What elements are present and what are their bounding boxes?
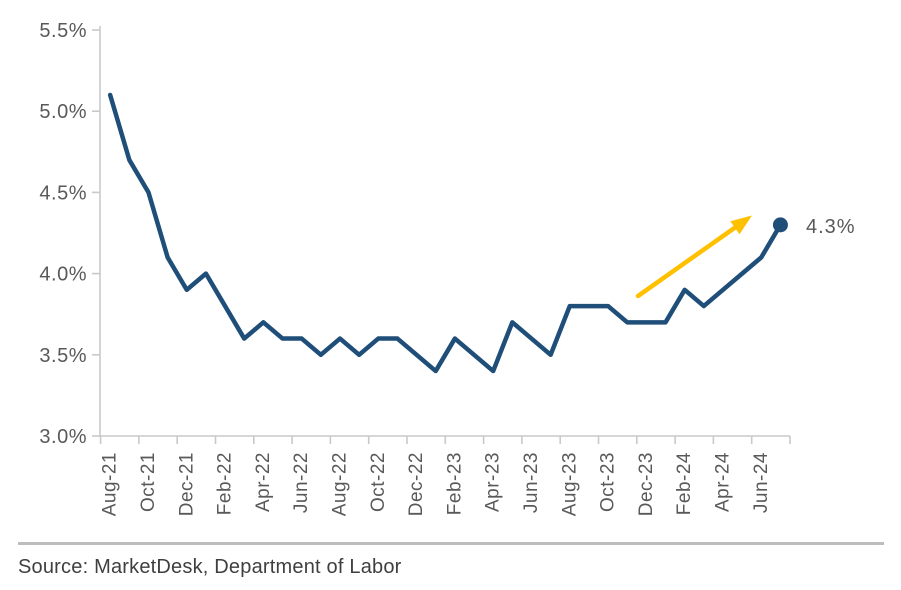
y-axis-label: 3.5% <box>39 345 87 367</box>
y-axis-labels: 3.0% 3.5% 4.0% 4.5% 5.0% 5.5% <box>39 20 87 448</box>
source-note: Source: MarketDesk, Department of Labor <box>18 556 402 578</box>
x-axis-label: Feb-22 <box>215 452 236 515</box>
x-axis-label: Aug-21 <box>100 452 121 516</box>
x-axis-labels: Aug-21 Oct-21 Dec-21 Feb-22 Apr-22 Jun-22 Aug-… <box>100 452 772 516</box>
y-axis-label: 5.5% <box>39 20 87 42</box>
y-axis-label: 4.5% <box>39 182 87 204</box>
data-line <box>107 92 783 374</box>
x-axis-label: Aug-23 <box>559 452 580 516</box>
x-axis-label: Oct-22 <box>368 452 389 512</box>
divider <box>18 542 884 545</box>
x-axis-label: Aug-22 <box>329 452 350 516</box>
x-axis-label: Jun-24 <box>751 452 772 513</box>
x-axis-label: Oct-23 <box>598 452 619 512</box>
y-axis-label: 5.0% <box>39 101 87 123</box>
x-axis-label: Jun-23 <box>521 452 542 513</box>
x-axis-label: Dec-21 <box>176 452 197 516</box>
x-axis-label: Apr-24 <box>712 452 733 512</box>
trend-arrow-shaft <box>635 224 739 299</box>
x-axis-label: Oct-21 <box>138 452 159 512</box>
x-axis-label: Apr-23 <box>483 452 504 512</box>
x-axis-label: Dec-23 <box>636 452 657 516</box>
y-axis-label: 3.0% <box>39 426 87 448</box>
y-axis-label: 4.0% <box>39 264 87 286</box>
end-value-label: 4.3% <box>806 216 856 238</box>
x-axis-label: Apr-22 <box>253 452 274 512</box>
x-axis-label: Feb-24 <box>674 452 695 515</box>
end-point-marker <box>772 217 788 233</box>
x-axis-label: Dec-22 <box>406 452 427 516</box>
trend-arrow-head <box>730 215 752 235</box>
unemployment-line-chart: 3.0% 3.5% 4.0% 4.5% 5.0% 5.5% Aug-21 Oct-21 Dec… <box>39 20 856 516</box>
axes <box>92 26 791 444</box>
trend-arrow <box>635 215 752 299</box>
x-axis-label: Feb-23 <box>444 452 465 515</box>
x-axis-label: Jun-22 <box>291 452 312 513</box>
